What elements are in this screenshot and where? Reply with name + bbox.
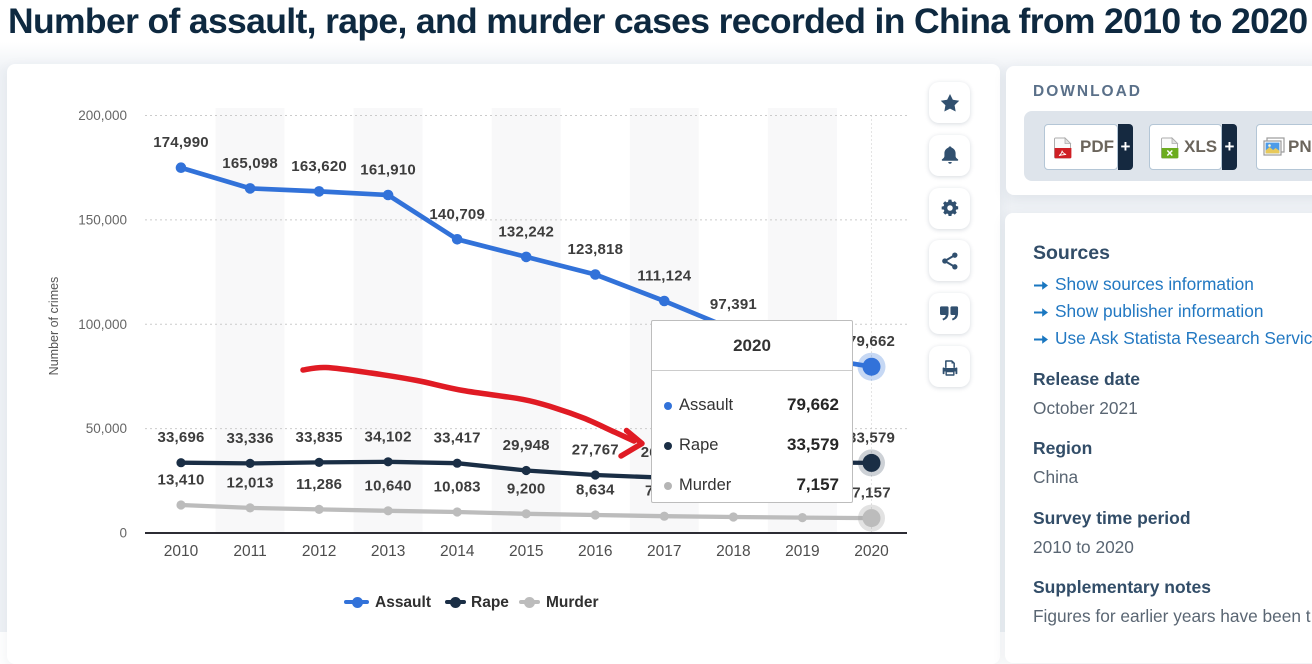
svg-text:100,000: 100,000	[78, 317, 127, 332]
svg-text:27,767: 27,767	[572, 442, 619, 459]
svg-text:97,391: 97,391	[710, 296, 757, 313]
svg-text:132,242: 132,242	[498, 223, 554, 240]
svg-text:33,835: 33,835	[296, 429, 343, 446]
svg-text:150,000: 150,000	[78, 212, 127, 227]
svg-text:123,818: 123,818	[567, 241, 623, 258]
svg-text:9,200: 9,200	[507, 480, 546, 497]
svg-text:2012: 2012	[302, 543, 336, 560]
svg-text:2015: 2015	[509, 543, 543, 560]
svg-text:2014: 2014	[440, 543, 475, 560]
svg-text:79,662: 79,662	[848, 333, 895, 350]
svg-text:10,083: 10,083	[434, 479, 481, 496]
svg-text:29,948: 29,948	[503, 437, 550, 454]
svg-text:140,709: 140,709	[429, 206, 485, 223]
svg-text:33,417: 33,417	[434, 430, 481, 447]
svg-text:165,098: 165,098	[222, 155, 278, 172]
svg-text:12,013: 12,013	[227, 474, 274, 491]
svg-text:33,336: 33,336	[227, 430, 274, 447]
svg-text:0: 0	[119, 526, 127, 541]
svg-text:111,124: 111,124	[637, 268, 691, 285]
svg-text:2010: 2010	[164, 543, 199, 560]
svg-text:33,696: 33,696	[157, 429, 204, 446]
svg-text:33,579: 33,579	[848, 429, 895, 446]
svg-text:2020: 2020	[854, 543, 889, 560]
svg-text:13,410: 13,410	[157, 472, 204, 489]
svg-text:163,620: 163,620	[291, 158, 347, 175]
svg-text:2013: 2013	[371, 543, 405, 560]
svg-text:34,102: 34,102	[365, 428, 412, 445]
svg-text:8,634: 8,634	[576, 482, 615, 499]
svg-text:2011: 2011	[233, 543, 266, 560]
svg-text:2016: 2016	[578, 543, 612, 560]
svg-text:50,000: 50,000	[86, 421, 127, 436]
svg-text:161,910: 161,910	[360, 162, 416, 179]
svg-text:7,157: 7,157	[852, 485, 891, 502]
svg-text:Number of crimes: Number of crimes	[47, 277, 61, 376]
svg-text:2017: 2017	[647, 543, 681, 560]
svg-text:2018: 2018	[716, 543, 750, 560]
svg-text:200,000: 200,000	[78, 108, 127, 123]
svg-text:2019: 2019	[785, 543, 819, 560]
svg-text:10,640: 10,640	[365, 477, 412, 494]
svg-text:11,286: 11,286	[296, 476, 342, 493]
svg-text:174,990: 174,990	[153, 134, 209, 151]
